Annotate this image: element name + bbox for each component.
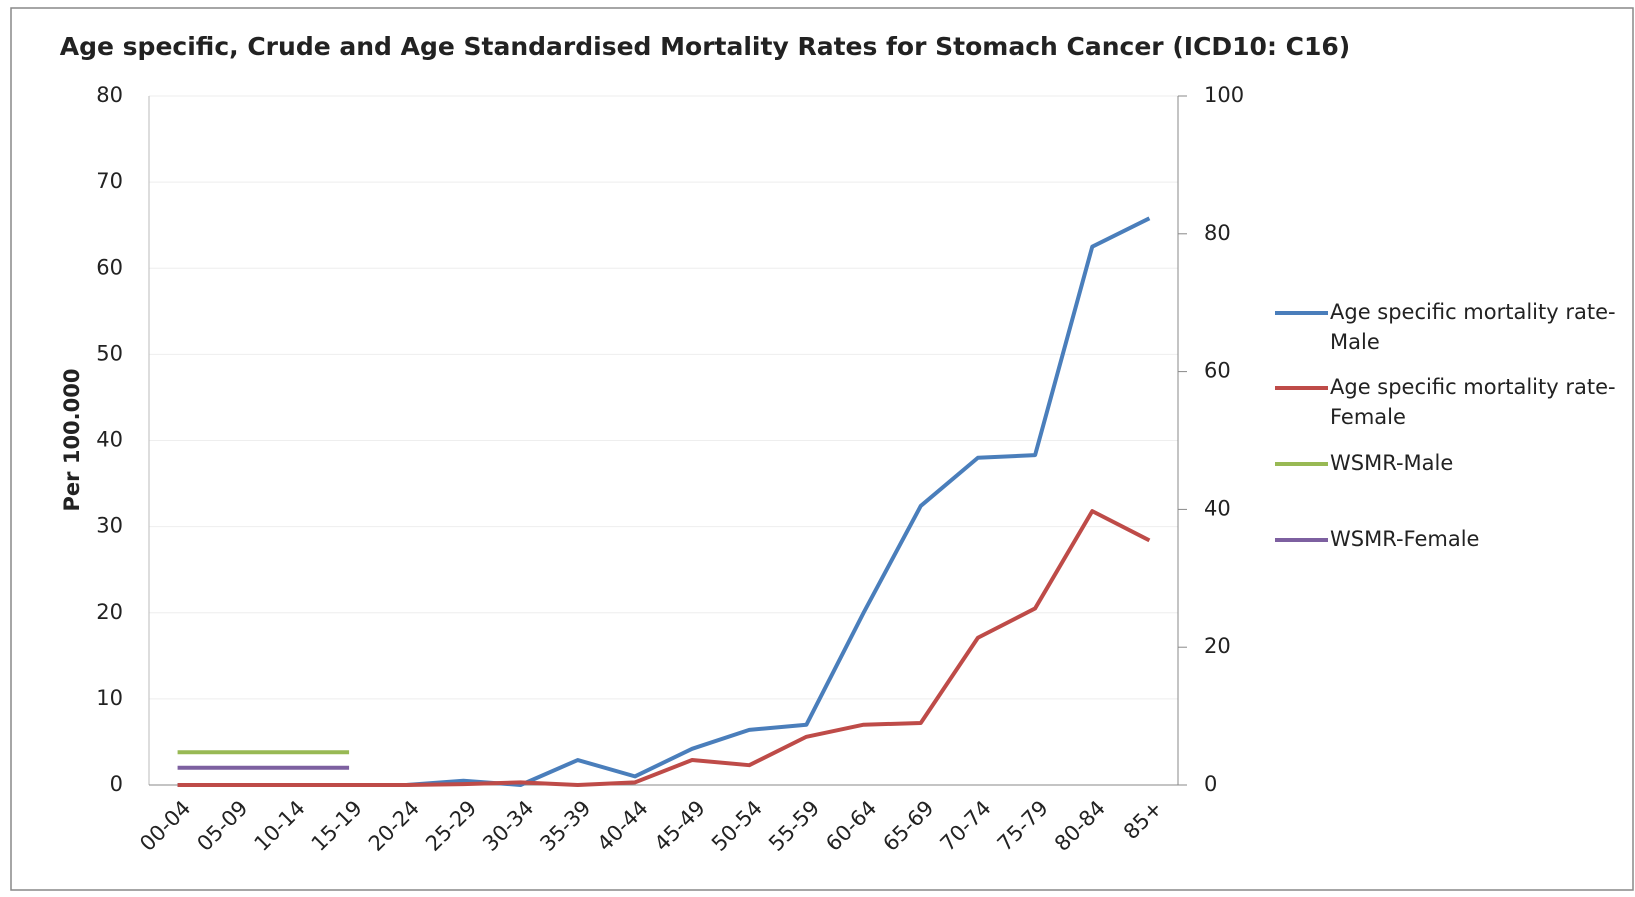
legend-label: Age specific mortality rate-Female [1330, 375, 1616, 429]
chart-title: Age specific, Crude and Age Standardised… [60, 32, 1350, 61]
legend-item: Age specific mortality rate-Female [1330, 375, 1616, 429]
chart-border [10, 7, 1634, 891]
legend-item: WSMR-Male [1330, 451, 1454, 475]
y2-tick-label: 40 [1204, 496, 1231, 520]
y2-tick-label: 0 [1204, 772, 1217, 796]
y-tick-label: 40 [96, 428, 123, 452]
y2-tick-label: 100 [1204, 83, 1244, 107]
y-tick-label: 30 [96, 514, 123, 538]
y-tick-label: 20 [96, 600, 123, 624]
y-tick-label: 0 [110, 772, 123, 796]
y2-tick-label: 60 [1204, 359, 1231, 383]
legend-label: Age specific mortality rate-Male [1330, 300, 1616, 354]
y2-tick-label: 80 [1204, 221, 1231, 245]
series-line [177, 509, 1151, 787]
legend-item: WSMR-Female [1330, 527, 1480, 551]
legend-label: WSMR-Male [1330, 451, 1454, 475]
legend-item: Age specific mortality rate-Male [1330, 300, 1616, 354]
y-tick-label: 70 [96, 169, 123, 193]
y-tick-label: 60 [96, 255, 123, 279]
y2-tick-label: 20 [1204, 634, 1231, 658]
y-tick-label: 10 [96, 686, 123, 710]
y-axis-label: Per 100.000 [60, 369, 84, 512]
y-tick-label: 50 [96, 341, 123, 365]
legend-label: WSMR-Female [1330, 527, 1480, 551]
y-tick-label: 80 [96, 83, 123, 107]
